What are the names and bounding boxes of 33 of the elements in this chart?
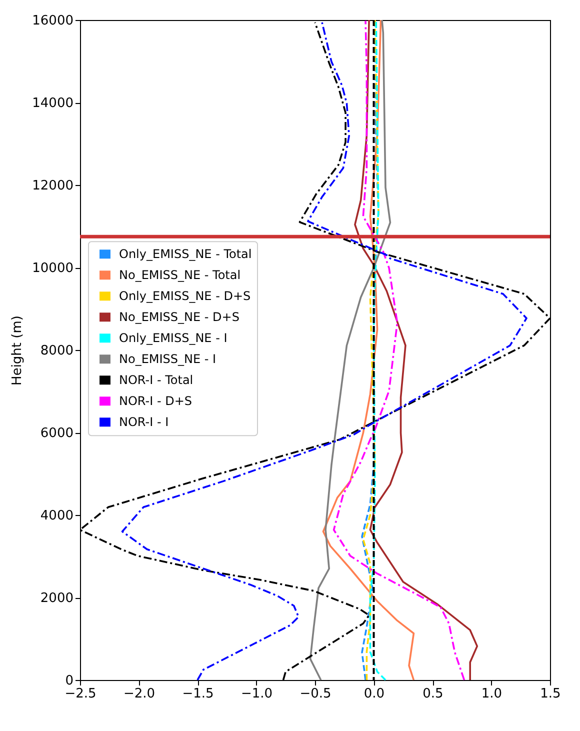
y-tick-label: 4000 <box>40 508 74 524</box>
x-tick-label: −1.5 <box>182 686 214 702</box>
x-tick-label: −2.5 <box>64 686 96 702</box>
y-tick-label: 16000 <box>32 14 74 28</box>
legend-label: Only_EMISS_NE - D+S <box>119 289 251 304</box>
y-axis-title: Height (m) <box>10 316 26 386</box>
y-tick-label: 12000 <box>32 178 74 194</box>
y-tick-label: 0 <box>65 674 74 688</box>
x-tick-label: −0.5 <box>300 686 332 702</box>
y-tick-label: 2000 <box>40 591 74 606</box>
line-series <box>369 19 386 681</box>
legend-label: NOR-I - Total <box>119 373 194 388</box>
legend-label: No_EMISS_NE - I <box>119 352 216 366</box>
y-tick-label: 10000 <box>32 261 74 276</box>
legend-label: No_EMISS_NE - Total <box>119 268 241 282</box>
line-series <box>322 19 415 681</box>
x-tick-label: −1.0 <box>240 686 273 702</box>
x-tick-label: −2.0 <box>123 686 156 702</box>
x-tick-label: 1.0 <box>481 686 502 702</box>
x-tick-label: 1.5 <box>540 686 561 702</box>
x-tick-label: 0.5 <box>422 686 444 702</box>
y-tick-label: 6000 <box>40 426 74 441</box>
line-series <box>309 19 392 681</box>
legend-label: Only_EMISS_NE - Total <box>119 247 252 262</box>
y-tick-label: 14000 <box>32 96 74 111</box>
legend-label: No_EMISS_NE - D+S <box>119 310 240 324</box>
legend-label: NOR-I - I <box>119 415 169 430</box>
y-tick-label: 8000 <box>40 344 74 358</box>
line-series <box>354 19 478 681</box>
legend-label: NOR-I - D+S <box>119 394 192 408</box>
line-series <box>332 20 466 681</box>
x-tick-label: 0.0 <box>364 686 385 702</box>
legend-label: Only_EMISS_NE - I <box>119 331 228 346</box>
